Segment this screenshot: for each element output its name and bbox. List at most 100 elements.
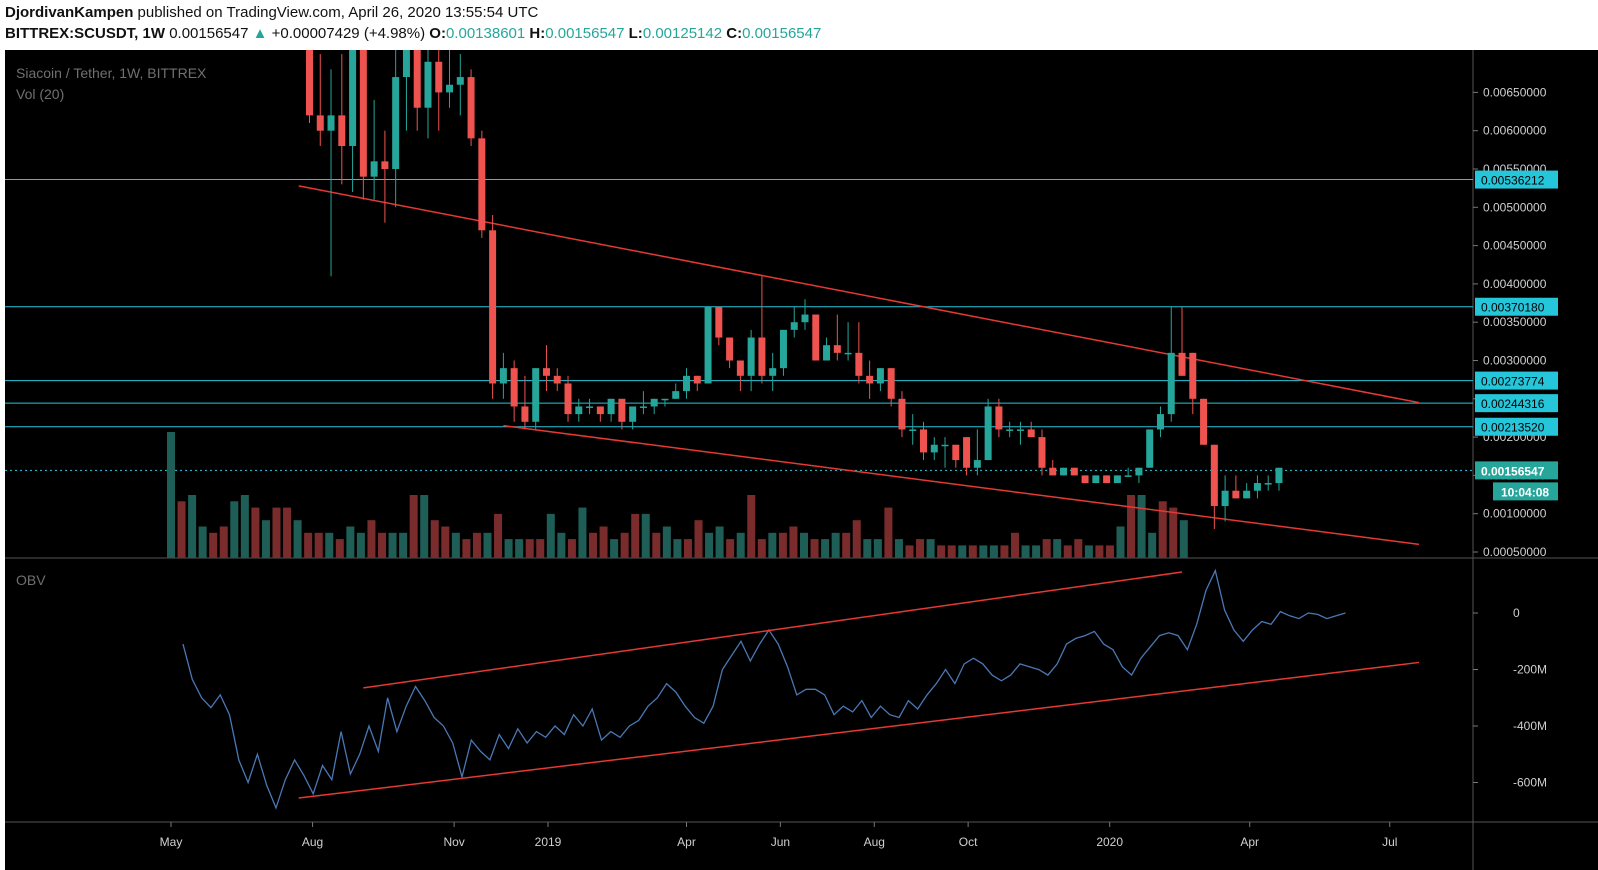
candle-body [542,368,550,376]
candle-body [586,406,594,408]
candle-body [424,61,432,108]
volume-bar [1095,545,1104,558]
price-tick-label: 0.00450000 [1483,239,1547,253]
candle-body [392,77,400,169]
level-price-tag-text: 0.00273774 [1481,375,1545,389]
obv-series [182,568,1420,810]
level-price-tag-text: 0.00370180 [1481,301,1545,315]
candle-body [1200,398,1208,445]
volume-bar [641,513,650,558]
volume-bar [578,507,587,558]
volume-bar [188,495,197,558]
volume-bar [504,539,513,558]
candle-body [715,306,723,338]
candle-body [618,398,626,422]
published-text: published on TradingView.com, April 26, … [137,4,539,21]
time-tick-label: Aug [302,835,323,849]
chart-area[interactable]: 0.00650000 0.00600000 0.00550000 0.00500000… [5,50,1598,870]
obv-tick-label: -600M [1513,776,1547,790]
candle-body [1167,352,1175,415]
volume-bar [198,526,207,558]
price-trendline [298,185,1420,404]
level-price-tag-text: 0.00213520 [1481,421,1545,435]
volume-bar [335,539,344,558]
price-tick-label: 0.00050000 [1483,545,1547,559]
pane-borders [5,50,1598,870]
candle-body [941,444,949,447]
candle-body [1060,467,1068,476]
trendlines [298,185,1420,546]
obv-tick-label: 0 [1513,606,1520,620]
volume-bar [304,532,313,558]
volume-bar [272,507,281,558]
volume-bar [367,520,376,558]
volume-bar [494,513,503,558]
candle-body [1016,429,1024,431]
candle-body [844,352,852,355]
price-tick-label: 0.00650000 [1483,85,1547,99]
volume-bar [821,539,830,558]
level-price-tag [1475,170,1558,189]
volume-bar [800,532,808,558]
obv-tick-label: -400M [1513,719,1547,733]
legend-volume: Vol (20) [16,86,64,102]
candle-body [736,360,744,376]
volume-bar [757,539,766,558]
candle-body [370,161,378,177]
candle-body [596,406,604,415]
volume-bar [472,532,481,558]
time-tick-label: Oct [959,835,978,849]
candle-body [1156,414,1164,430]
close-value: 0.00156547 [742,25,822,42]
volume-bar [1032,545,1041,558]
price-tick-label: 0.00300000 [1483,354,1547,368]
candle-body [327,115,335,131]
volume-bar [1148,532,1157,558]
candle-body [855,352,863,376]
candle-body [898,398,906,430]
volume-bar [1074,539,1083,558]
horizontal-levels [5,179,1473,471]
candle-body [316,115,324,131]
volume-bar [251,507,260,558]
volume-bar [599,526,608,558]
candle-body [1146,429,1154,468]
volume-bar [662,526,671,558]
time-tick-label: 2020 [1096,835,1123,849]
candle-body [607,398,615,415]
current-price-tag [1475,461,1558,480]
low-value: 0.00125142 [642,25,723,42]
candle-body [1027,429,1035,438]
candle-body [726,337,734,361]
chart-svg[interactable]: 0.006500000.006000000.005500000.00500000… [5,50,1598,870]
volume-bar [441,526,450,558]
volume-bar [968,545,977,558]
volume-bar [831,532,840,558]
candle-body [1092,475,1100,484]
time-tick-label: Aug [864,835,885,849]
level-price-tag [1475,394,1558,413]
volume-bar [1105,545,1114,558]
candle-body [1253,483,1261,491]
volume-bar [1000,545,1009,558]
candle-body [1038,437,1046,468]
candle-body [489,230,497,384]
volume-bar [673,539,682,558]
candle-body [1232,490,1240,499]
author-name[interactable]: DjordivanKampen [5,4,134,21]
volume-bar [715,526,724,558]
price-tick-label: 0.00350000 [1483,315,1547,329]
candle-body [553,375,561,384]
volume-bar [462,539,471,558]
legend-title: Siacoin / Tether, 1W, BITTREX [16,65,207,81]
candle-body [381,161,389,169]
candle-body [1135,467,1143,476]
volume-bar [1158,501,1167,558]
candle-body [887,368,895,399]
candle-body [833,345,841,353]
volume-bar [958,545,967,558]
level-price-tag-text: 0.00536212 [1481,174,1545,188]
candle-body [984,406,992,461]
candle-body [661,398,669,401]
volume-bar [778,532,787,558]
